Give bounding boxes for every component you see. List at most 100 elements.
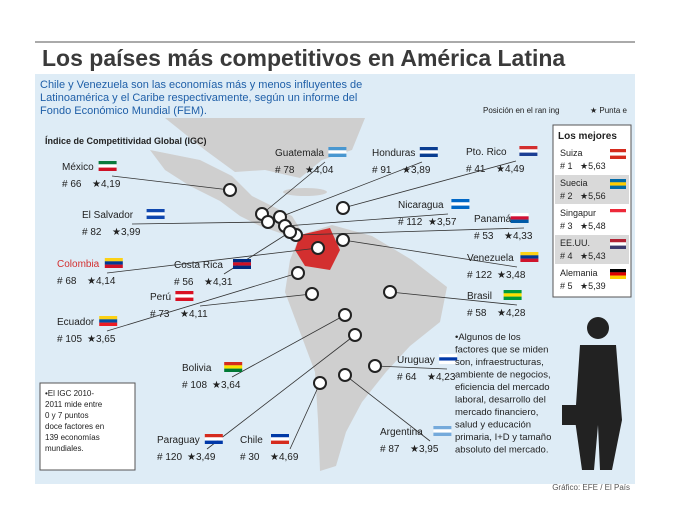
note-right: son, infraestructuras, [455,357,544,368]
flag [224,365,243,369]
caribbean [283,188,327,196]
note-left: mundiales. [45,444,84,453]
note-box [39,382,136,471]
flag [610,215,626,219]
legend-position: Posición en el ran ing [483,106,560,115]
flag [433,426,452,430]
country-rank: # 78 [275,165,295,176]
best-rank: # 2 [560,191,573,201]
country-rank: # 105 [57,334,82,345]
country-rank: # 41 [466,164,486,175]
country-rank: # 122 [467,270,492,281]
country-score: ★4,19 [92,179,121,190]
flag [519,152,538,156]
country-score: ★4,11 [180,309,208,320]
flag [233,259,251,263]
flag [439,360,458,364]
country-rank: # 64 [397,372,417,383]
note-right: mercado financiero, [455,407,538,418]
flag [519,146,538,150]
country-marker [368,359,382,373]
flag [99,319,118,323]
connector [284,213,449,227]
connector [106,247,319,274]
country-name: Uruguay [397,355,435,366]
note-right: ambiente de negocios, [455,370,551,381]
note-left: 139 economías [45,433,100,442]
flag [610,155,626,159]
flag [233,262,251,266]
country-rank: # 91 [372,165,392,176]
note-right: •Algunos de los [455,332,521,343]
connector [342,160,517,209]
country-marker [261,215,275,229]
flag [510,219,529,223]
connector [279,161,423,218]
country-score: ★4,23 [427,372,456,383]
flag [610,212,626,216]
flag [519,149,538,153]
flag [610,245,626,249]
flag [610,242,626,246]
best-rank: # 4 [560,251,573,261]
flag [146,212,165,216]
country-rank: # 108 [182,380,207,391]
flag [175,297,194,301]
country-marker [348,328,362,342]
country-score: ★3,99 [112,227,141,238]
flag [451,205,470,209]
flag [451,202,470,206]
flag [419,153,438,157]
flag [175,291,194,295]
flag [104,258,123,262]
credit: Gráfico: EFE / El País [552,483,630,492]
country-marker [311,241,325,255]
note-right: eficiencia del mercado [455,382,550,393]
country-rank: # 87 [380,444,400,455]
flag [233,265,251,269]
flag [98,161,117,165]
flag [503,290,522,294]
best-score: ★5,43 [580,251,606,261]
connector [389,291,518,306]
flag [104,261,123,265]
connector [111,175,231,191]
flag [146,209,165,213]
flag [503,293,522,297]
best-score: ★5,63 [580,161,606,171]
country-rank: # 66 [62,179,82,190]
flag [520,258,539,262]
best-rank: # 3 [560,221,573,231]
flag [419,150,438,154]
best-name: Singapur [560,208,596,218]
country-name: Paraguay [157,435,200,446]
country-marker [383,285,397,299]
country-rank: # 120 [157,452,182,463]
country-marker [305,287,319,301]
flag [451,199,470,203]
flag [204,434,223,438]
south-america [285,225,447,471]
country-name: Guatemala [275,148,324,159]
flag [610,272,626,276]
country-rank: # 53 [474,231,494,242]
best-score: ★5,56 [580,191,606,201]
country-score: ★3,65 [87,334,116,345]
subtitle: Latinoamérica y el Caribe respectivament… [40,92,357,104]
connector [374,365,448,370]
country-name: Panamá [474,214,512,225]
flag [610,182,626,186]
flag [439,357,458,361]
flag [328,147,347,151]
flag [204,437,223,441]
flag [271,437,289,441]
country-rank: # 68 [57,276,77,287]
note-right: factores que se miden [455,345,548,356]
flag [99,322,118,326]
connector [344,374,431,442]
note-right: salud y educación [455,420,531,431]
note-left: doce factores en [45,422,104,431]
connector [199,293,313,307]
country-name: Nicaragua [398,200,444,211]
